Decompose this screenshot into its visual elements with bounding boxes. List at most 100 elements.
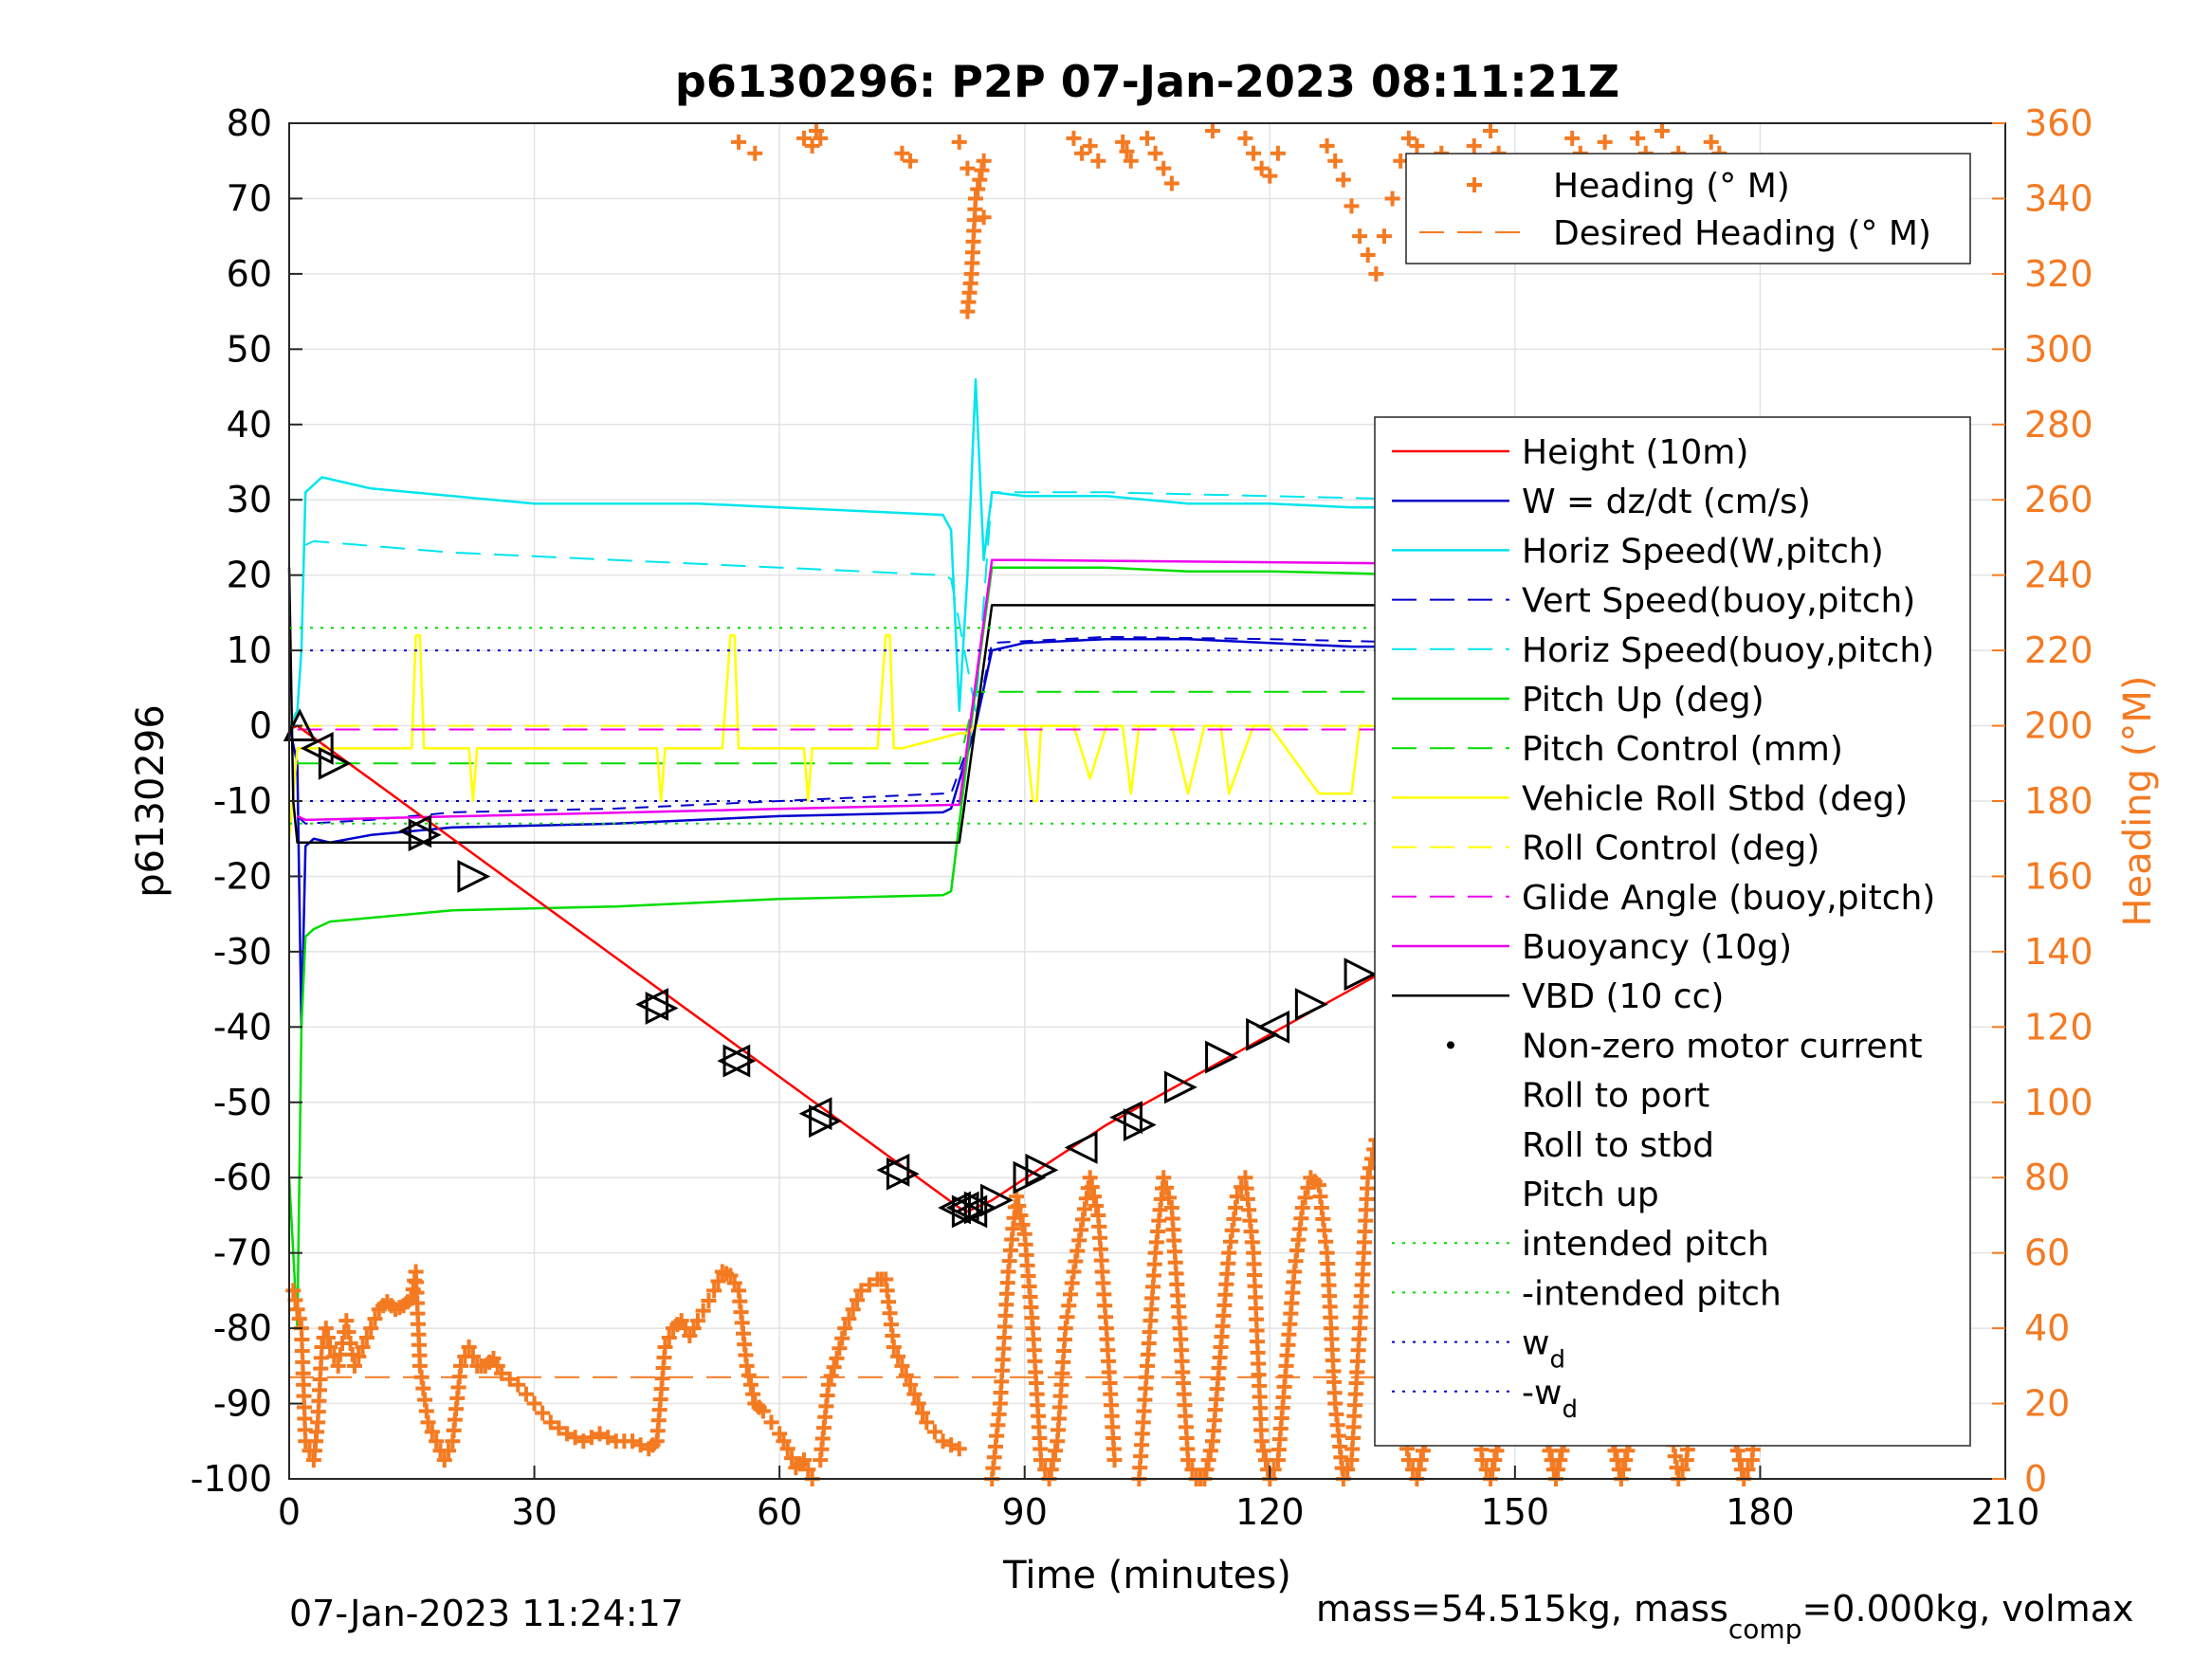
roll-stbd-marker	[809, 1104, 842, 1139]
roll-stbd-marker	[1205, 1040, 1238, 1074]
heading-marker	[661, 1330, 677, 1346]
heading-marker	[779, 1441, 795, 1457]
roll-stbd-marker	[722, 1044, 757, 1078]
roll-stbd-marker	[963, 1191, 997, 1225]
heading-marker	[330, 1358, 346, 1374]
heading-marker	[834, 1330, 850, 1346]
heading-marker	[796, 1452, 812, 1468]
heading-marker	[291, 1311, 307, 1327]
heading-marker	[1335, 172, 1351, 188]
heading-marker	[1597, 134, 1613, 150]
heading-marker	[820, 1376, 836, 1393]
y-right-tick-label: 200	[2024, 705, 2093, 747]
heading-marker	[1618, 1452, 1634, 1468]
y-right-tick-label: 20	[2024, 1383, 2070, 1425]
legend-label: wd	[1522, 1324, 1565, 1375]
roll-port-marker	[717, 1044, 751, 1078]
heading-marker	[914, 1405, 930, 1421]
heading-marker	[1086, 1189, 1102, 1205]
heading-marker	[1616, 1462, 1632, 1478]
heading-marker	[340, 1324, 356, 1340]
roll-stbd-marker	[1344, 957, 1378, 992]
heading-marker	[625, 1433, 640, 1449]
heading-marker	[453, 1358, 468, 1374]
heading-marker	[1368, 265, 1384, 282]
heading-marker	[551, 1420, 567, 1436]
legend-label: Height (10m)	[1522, 433, 1748, 472]
heading-marker	[1229, 1189, 1245, 1205]
legend-label: Vehicle Roll Stbd (deg)	[1522, 779, 1908, 818]
heading-marker	[1180, 1452, 1197, 1468]
roll-stbd-marker	[318, 746, 352, 780]
heading-legend-swatch	[1467, 177, 1482, 192]
heading-marker	[1156, 160, 1172, 176]
heading-marker	[1674, 1462, 1691, 1478]
heading-marker	[1564, 130, 1581, 146]
y-right-tick-label: 220	[2024, 629, 2093, 671]
heading-marker	[861, 1277, 877, 1293]
heading-marker	[1703, 134, 1719, 150]
heading-marker	[1202, 1443, 1218, 1459]
heading-legend-label: Desired Heading (° M)	[1553, 214, 1931, 253]
y-right-tick-label: 80	[2024, 1157, 2070, 1198]
roll-port-marker	[938, 1191, 971, 1225]
y-right-tick-label: 300	[2024, 328, 2093, 370]
y-right-tick-label: 260	[2024, 479, 2093, 520]
heading-marker	[813, 130, 829, 146]
heading-marker	[935, 1433, 951, 1449]
heading-marker	[710, 1273, 726, 1289]
heading-marker	[1327, 153, 1344, 169]
heading-marker	[1654, 122, 1670, 138]
x-tick-label: 90	[1002, 1491, 1048, 1533]
y-tick-label: -80	[213, 1307, 272, 1349]
y-tick-label: -20	[213, 855, 272, 897]
heading-marker	[346, 1358, 362, 1374]
roll-stbd-marker	[1025, 1153, 1059, 1187]
y-right-tick-label: 180	[2024, 780, 2093, 822]
x-tick-label: 210	[1971, 1491, 2040, 1533]
y-right-tick-label: 100	[2024, 1082, 2093, 1123]
heading-marker	[960, 160, 976, 176]
legend-label: Pitch Control (mm)	[1522, 730, 1843, 769]
heading-marker	[1255, 1443, 1271, 1459]
main-legend: Height (10m) W = dz/dt (cm/s) Horiz Speed(…	[1374, 416, 1971, 1447]
legend-label-main: -w	[1522, 1374, 1562, 1413]
heading-marker	[1074, 145, 1090, 161]
roll-stbd-marker	[457, 860, 491, 893]
y-right-tick-label: 280	[2024, 404, 2093, 446]
heading-marker	[701, 1292, 717, 1308]
heading-marker	[559, 1426, 576, 1442]
heading-marker	[600, 1430, 616, 1446]
y-right-tick-label: 320	[2024, 253, 2093, 295]
heading-marker	[1043, 1462, 1059, 1478]
tick-labels: 0 30 60 90 120 150 180 210-100-90-80-70-60-50-4…	[191, 102, 2093, 1533]
heading-marker	[358, 1330, 375, 1346]
heading-marker	[1123, 153, 1139, 169]
y-tick-label: -70	[213, 1232, 272, 1274]
heading-marker	[910, 1395, 926, 1412]
heading-marker	[461, 1339, 477, 1355]
heading-marker	[1088, 1198, 1105, 1214]
heading-marker	[285, 1283, 302, 1299]
heading-marker	[1253, 160, 1270, 176]
heading-marker	[850, 1292, 866, 1308]
heading-marker	[1198, 1462, 1215, 1478]
main-legend-box	[1374, 416, 1971, 1447]
heading-marker	[567, 1430, 583, 1446]
legend-label: Roll to stbd	[1522, 1126, 1714, 1165]
heading-marker	[970, 181, 986, 197]
x-axis-label: Time (minutes)	[1002, 1554, 1291, 1597]
heading-marker	[1015, 1216, 1031, 1232]
roll-port-marker	[798, 1097, 832, 1131]
heading-marker	[1411, 1462, 1427, 1478]
roll-stbd-marker	[645, 992, 679, 1025]
y-tick-label: -30	[213, 931, 272, 973]
heading-marker	[436, 1452, 452, 1468]
heading-marker	[906, 1386, 923, 1402]
heading-marker	[903, 1376, 919, 1393]
heading-marker	[1163, 175, 1179, 191]
heading-marker	[289, 1302, 305, 1318]
heading-marker	[424, 1424, 440, 1440]
heading-marker	[740, 1367, 757, 1383]
heading-marker	[441, 1443, 457, 1459]
